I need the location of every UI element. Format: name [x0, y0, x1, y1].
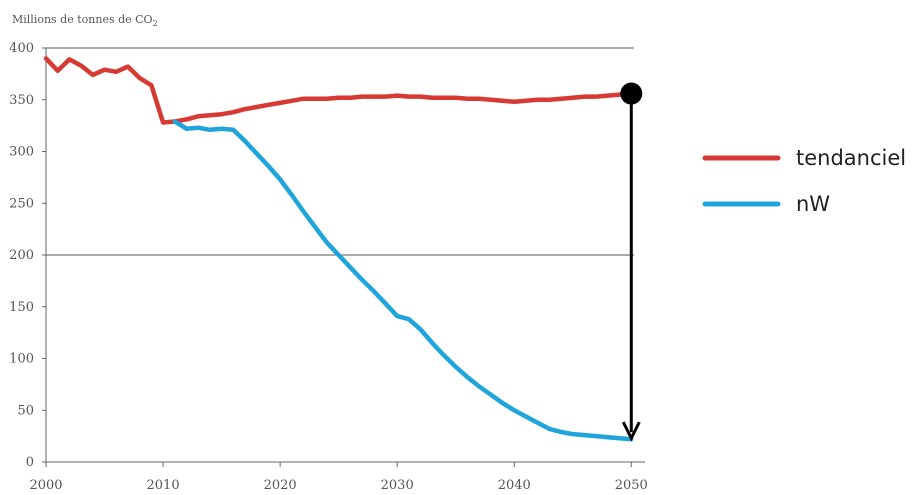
y-tick-label: 400 — [9, 41, 34, 56]
legend-label: nW — [796, 192, 830, 216]
x-tick-label: 2010 — [147, 478, 180, 493]
y-tick-label: 0 — [26, 455, 34, 470]
y-axis-title: Millions de tonnes de CO2 — [12, 13, 158, 28]
y-tick-label: 250 — [9, 196, 34, 211]
series-line-tendanciel — [43, 56, 634, 125]
y-tick-label: 50 — [17, 403, 34, 418]
x-tick-label: 2050 — [615, 478, 648, 493]
annotation-layer — [620, 82, 643, 442]
x-tick-label: 2020 — [264, 478, 297, 493]
y-tick-label: 300 — [9, 145, 34, 160]
legend-label: tendanciel — [796, 146, 906, 170]
y-axis-ticks: 0 50 100 150 200 250 300 350 400 — [9, 41, 46, 470]
x-tick-label: 2030 — [381, 478, 414, 493]
series-line-nw — [172, 119, 634, 442]
series-layer — [43, 56, 634, 442]
y-tick-label: 350 — [9, 93, 34, 108]
gridlines — [46, 47, 634, 256]
x-axis-ticks: 2000 2010 2020 2030 2040 2050 — [29, 462, 648, 493]
y-tick-label: 100 — [9, 352, 34, 367]
y-tick-label: 150 — [9, 300, 34, 315]
arrow-head — [621, 421, 641, 442]
x-tick-label: 2040 — [498, 478, 531, 493]
legend: tendanciel nW — [702, 146, 906, 216]
x-tick-label: 2000 — [29, 478, 62, 493]
arrow-start-dot — [620, 82, 643, 105]
y-tick-label: 200 — [9, 248, 34, 263]
